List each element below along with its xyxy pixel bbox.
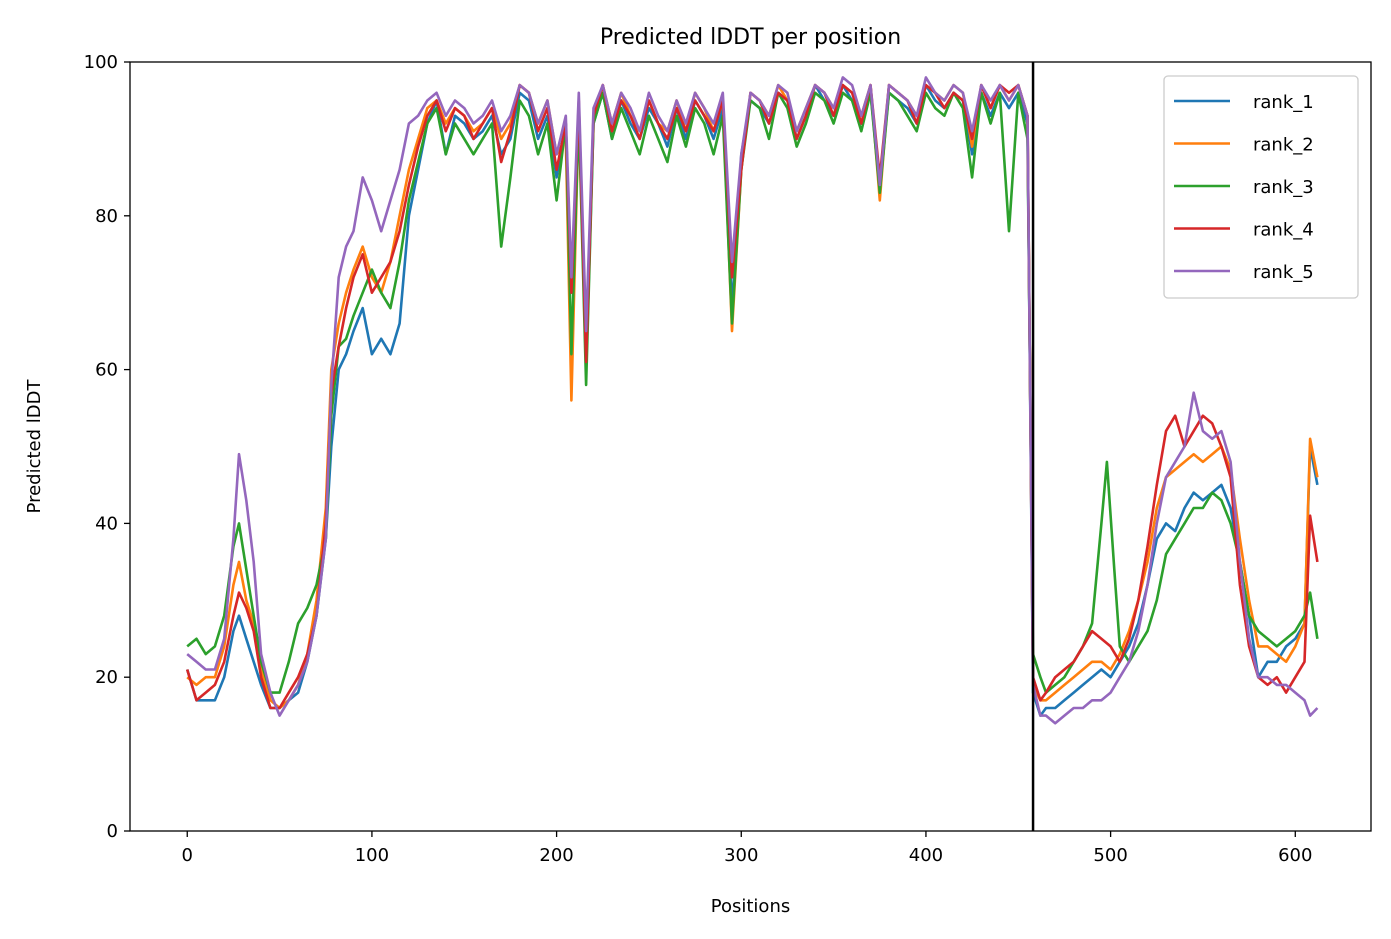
y-axis-label: Predicted lDDT — [24, 379, 45, 514]
x-tick-label: 100 — [355, 845, 389, 866]
legend: rank_1 rank_2 rank_3 rank_4 rank_5 — [1163, 75, 1359, 299]
plot-frame — [129, 61, 1372, 832]
y-tick-label: 40 — [95, 513, 118, 534]
legend-label-rank_1: rank_1 — [1253, 92, 1314, 113]
legend-label-rank_4: rank_4 — [1253, 220, 1314, 241]
legend-label-rank_3: rank_3 — [1253, 177, 1314, 198]
y-tick-label: 80 — [95, 206, 118, 227]
y-tick-label: 20 — [95, 667, 118, 688]
legend-box — [1163, 75, 1359, 299]
x-tick-label: 200 — [539, 845, 573, 866]
x-axis-ticks: 0 100 200 300 400 500 600 — [182, 831, 1312, 866]
x-tick-label: 0 — [182, 845, 193, 866]
legend-label-rank_2: rank_2 — [1253, 135, 1314, 156]
x-tick-label: 300 — [724, 845, 758, 866]
x-axis-label: Positions — [711, 896, 790, 917]
chart-title: Predicted lDDT per position — [600, 25, 901, 50]
y-tick-label: 100 — [84, 52, 118, 73]
y-axis-ticks: 0 20 40 60 80 100 — [84, 52, 130, 842]
legend-label-rank_5: rank_5 — [1253, 262, 1314, 283]
x-tick-label: 500 — [1093, 845, 1127, 866]
series-layer — [185, 76, 1319, 725]
y-tick-label: 60 — [95, 360, 118, 381]
y-tick-label: 0 — [107, 821, 118, 842]
x-tick-label: 600 — [1278, 845, 1312, 866]
x-tick-label: 400 — [909, 845, 943, 866]
series-line-rank_5 — [186, 76, 1319, 725]
